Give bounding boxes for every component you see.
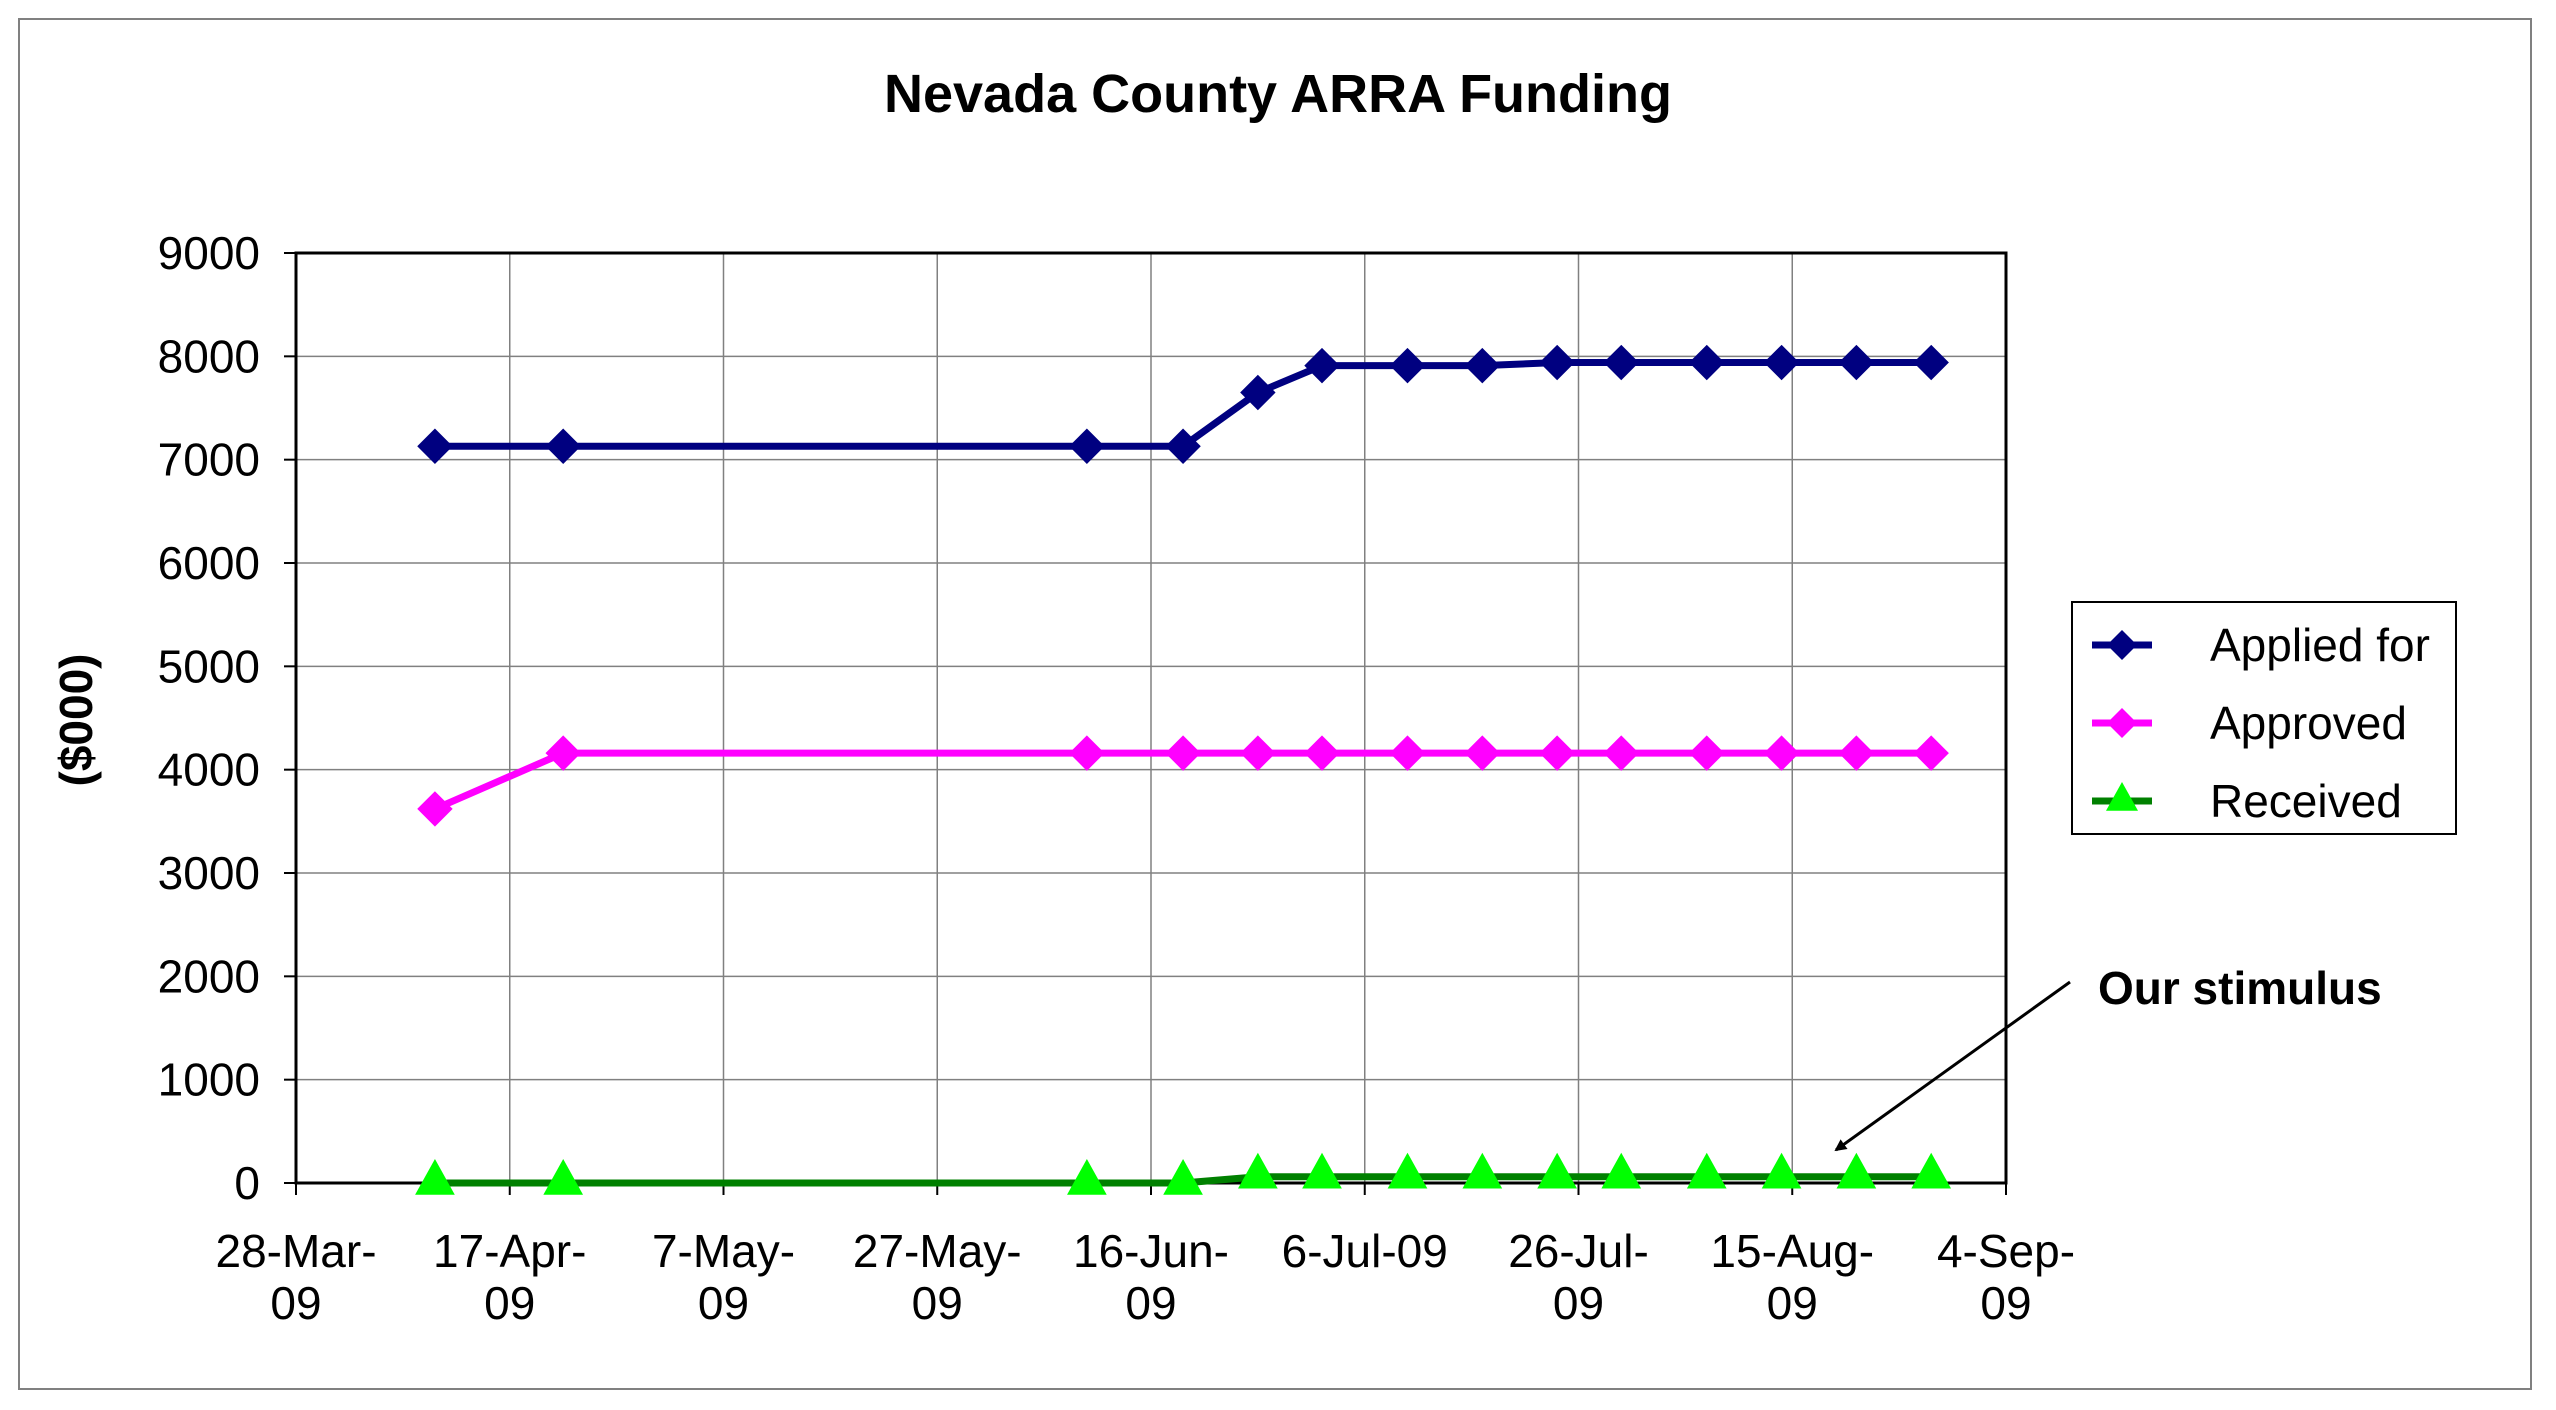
data-point — [1464, 735, 1501, 771]
legend-label: Approved — [2210, 697, 2407, 749]
data-point — [1304, 347, 1340, 384]
data-point — [1686, 1152, 1727, 1189]
x-tick-label-line2: 09 — [484, 1277, 535, 1329]
data-point — [1913, 735, 1949, 771]
data-point — [1389, 735, 1426, 771]
annotation-arrow — [1834, 980, 2071, 1152]
data-point — [1240, 735, 1276, 771]
data-point — [545, 735, 581, 771]
data-point — [1537, 1152, 1577, 1189]
legend-label: Applied for — [2210, 619, 2430, 671]
annotation-our-stimulus: Our stimulus — [2098, 962, 2382, 1014]
data-point — [1163, 1158, 1203, 1195]
series-approved — [417, 735, 1949, 827]
x-tick-label: 27-May- — [853, 1225, 1022, 1277]
x-tick-label-line2: 09 — [1553, 1277, 1604, 1329]
y-tick-label: 1000 — [158, 1054, 260, 1106]
data-point — [1601, 1152, 1642, 1189]
legend-box — [2071, 601, 2457, 835]
series-applied-for — [417, 344, 1949, 464]
y-tick-label: 8000 — [158, 330, 260, 382]
data-point — [1069, 735, 1105, 771]
data-point — [1603, 344, 1639, 381]
y-tick-label: 7000 — [158, 434, 260, 486]
y-tick-label: 3000 — [158, 847, 260, 899]
data-point — [1689, 344, 1725, 381]
grid-layer — [295, 252, 2007, 1184]
data-point — [417, 428, 453, 464]
y-tick-label: 5000 — [158, 640, 260, 692]
x-tick-label: 16-Jun- — [1073, 1225, 1229, 1277]
data-point — [543, 1158, 584, 1195]
x-tick-label-line2: 09 — [1125, 1277, 1176, 1329]
data-point — [1165, 735, 1201, 771]
data-point — [1539, 344, 1575, 381]
data-point — [1603, 735, 1639, 771]
data-point — [1387, 1152, 1428, 1189]
data-point — [1689, 735, 1725, 771]
data-point — [1304, 735, 1340, 771]
data-point — [1302, 1152, 1342, 1189]
legend-label: Received — [2210, 775, 2402, 827]
data-point — [1165, 428, 1201, 464]
data-point — [1067, 1158, 1107, 1195]
x-tick-label-line2: 09 — [270, 1277, 321, 1329]
data-point — [1911, 1152, 1952, 1189]
data-point — [1913, 344, 1949, 381]
data-point — [1238, 1152, 1278, 1189]
y-tick-label: 9000 — [158, 227, 260, 279]
legend: Applied for Approved Received — [2071, 601, 2457, 835]
x-tick-label: 7-May- — [652, 1225, 795, 1277]
x-tick-label: 4-Sep- — [1937, 1225, 2075, 1277]
x-axis-ticks: 28-Mar-0917-Apr-097-May-0927-May-0916-Ju… — [215, 1183, 2075, 1329]
x-tick-label: 28-Mar- — [215, 1225, 376, 1277]
data-point — [1464, 347, 1501, 384]
y-axis-label: ($000) — [50, 654, 102, 787]
legend-marker — [2106, 782, 2138, 811]
y-tick-label: 2000 — [158, 950, 260, 1002]
series-received — [415, 1152, 1952, 1195]
x-tick-label-line2: 09 — [698, 1277, 749, 1329]
x-tick-label: 17-Apr- — [433, 1225, 586, 1277]
data-point — [545, 428, 581, 464]
data-point — [1539, 735, 1575, 771]
data-point — [1240, 374, 1276, 411]
data-point — [1462, 1152, 1503, 1189]
annotation-layer: Our stimulus — [1834, 962, 2382, 1152]
chart-title: Nevada County ARRA Funding — [884, 64, 1672, 124]
y-tick-label: 6000 — [158, 537, 260, 589]
y-tick-label: 4000 — [158, 744, 260, 796]
data-point — [415, 1158, 455, 1195]
series-layer — [415, 344, 1952, 1195]
y-tick-label: 0 — [234, 1157, 260, 1209]
x-tick-label: 26-Jul- — [1508, 1225, 1649, 1277]
chart-frame — [18, 18, 2532, 1390]
data-point — [1763, 344, 1800, 381]
data-point — [1389, 347, 1426, 384]
y-axis-ticks: 0 1000 2000 3000 4000 5000 6000 7000 8000 9000 — [158, 227, 296, 1209]
data-point — [1838, 735, 1875, 771]
data-point — [1838, 344, 1875, 381]
data-point — [1761, 1152, 1802, 1189]
x-tick-label-line2: 09 — [1980, 1277, 2031, 1329]
x-tick-label-line2: 09 — [1767, 1277, 1818, 1329]
x-tick-label-line2: 09 — [912, 1277, 963, 1329]
legend-marker — [2107, 630, 2137, 660]
data-point — [417, 791, 453, 827]
legend-marker — [2107, 708, 2137, 738]
x-tick-label: 6-Jul-09 — [1282, 1225, 1448, 1277]
data-point — [1836, 1152, 1877, 1189]
x-tick-label: 15-Aug- — [1710, 1225, 1874, 1277]
data-point — [1763, 735, 1800, 771]
data-point — [1069, 428, 1105, 464]
